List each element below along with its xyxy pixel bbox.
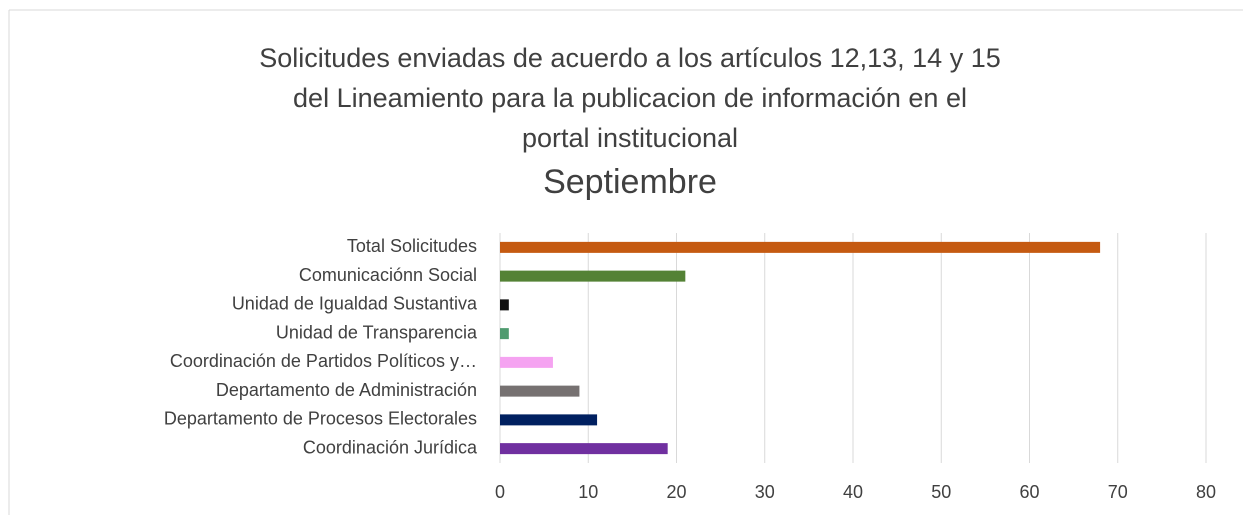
bar bbox=[500, 414, 598, 426]
x-tick-label: 30 bbox=[755, 482, 775, 502]
y-tick-label: Comunicaciónn Social bbox=[299, 265, 477, 285]
y-tick-label: Unidad de Igualdad Sustantiva bbox=[232, 294, 478, 314]
x-tick-label: 70 bbox=[1108, 482, 1128, 502]
y-tick-label: Coordinación Jurídica bbox=[303, 437, 478, 457]
x-tick-label: 10 bbox=[578, 482, 598, 502]
chart-subtitle: Septiembre bbox=[543, 163, 717, 201]
bar bbox=[500, 299, 509, 311]
bar bbox=[500, 356, 553, 368]
y-tick-label: Coordinación de Partidos Políticos y… bbox=[170, 351, 477, 371]
x-tick-label: 40 bbox=[843, 482, 863, 502]
bar bbox=[500, 328, 509, 340]
bar bbox=[500, 443, 668, 455]
y-tick-label: Departamento de Administración bbox=[216, 380, 477, 400]
bar bbox=[500, 241, 1101, 253]
chart-title: Solicitudes enviadas de acuerdo a los ar… bbox=[259, 43, 1000, 73]
x-tick-label: 50 bbox=[931, 482, 951, 502]
y-tick-label: Unidad de Transparencia bbox=[276, 322, 478, 342]
x-tick-label: 80 bbox=[1196, 482, 1216, 502]
chart-title: del Lineamiento para la publicacion de i… bbox=[293, 83, 967, 113]
x-tick-label: 60 bbox=[1019, 482, 1039, 502]
bar bbox=[500, 385, 580, 397]
y-tick-label: Total Solicitudes bbox=[347, 236, 477, 256]
y-tick-label: Departamento de Procesos Electorales bbox=[164, 409, 477, 429]
chart-title: portal institucional bbox=[522, 123, 738, 153]
bar bbox=[500, 270, 686, 282]
x-tick-label: 0 bbox=[495, 482, 505, 502]
x-tick-label: 20 bbox=[666, 482, 686, 502]
